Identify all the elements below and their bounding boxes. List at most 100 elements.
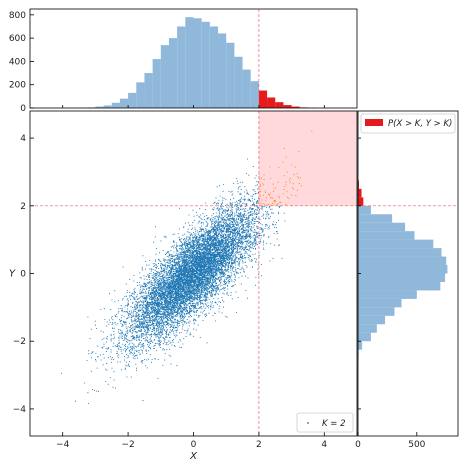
- scatter-point: [154, 339, 156, 341]
- scatter-point: [194, 227, 196, 229]
- scatter-point: [204, 316, 207, 318]
- scatter-point: [222, 225, 225, 227]
- scatter-point: [90, 357, 92, 359]
- scatter-point: [145, 308, 147, 310]
- scatter-point: [234, 271, 236, 273]
- scatter-point: [283, 212, 285, 214]
- scatter-point: [236, 261, 238, 263]
- scatter-point: [234, 275, 236, 277]
- scatter-point: [250, 227, 253, 229]
- scatter-point: [153, 274, 155, 276]
- scatter-point: [157, 301, 160, 304]
- scatter-point: [248, 220, 250, 222]
- scatter-point: [265, 213, 267, 215]
- scatter-point: [171, 344, 173, 346]
- scatter-point: [243, 271, 245, 273]
- scatter-point: [107, 357, 110, 359]
- scatter-point: [158, 267, 160, 270]
- scatter-point: [136, 282, 138, 284]
- scatter-point: [132, 354, 134, 356]
- scatter-point: [191, 298, 193, 300]
- scatter-point: [103, 357, 105, 359]
- scatter-point: [243, 191, 245, 193]
- scatter-point: [156, 309, 159, 311]
- scatter-point: [212, 262, 215, 264]
- scatter-point: [197, 247, 199, 249]
- scatter-point: [230, 246, 232, 248]
- scatter-point: [246, 235, 248, 237]
- scatter-point: [192, 251, 194, 253]
- scatter-point: [215, 215, 217, 217]
- scatter-point: [202, 304, 204, 306]
- scatter-point: [149, 305, 151, 307]
- scatter-point: [133, 296, 135, 298]
- scatter-point: [161, 309, 163, 311]
- scatter-point: [131, 311, 133, 313]
- scatter-point: [239, 272, 241, 274]
- scatter-point: [228, 282, 230, 284]
- scatter-point: [142, 400, 144, 402]
- scatter-point: [199, 291, 201, 293]
- top-histogram-bar: [275, 102, 284, 108]
- scatter-point: [181, 312, 184, 314]
- scatter-point: [227, 234, 229, 236]
- scatter-point: [144, 326, 146, 329]
- scatter-point: [237, 208, 239, 210]
- scatter-point: [214, 287, 216, 289]
- scatter-point: [141, 266, 143, 268]
- scatter-point: [172, 312, 174, 314]
- scatter-point: [106, 369, 108, 371]
- scatter-point: [192, 239, 194, 242]
- scatter-point: [188, 214, 190, 216]
- scatter-point: [124, 367, 126, 369]
- scatter-point: [195, 233, 197, 235]
- scatter-point: [197, 231, 199, 233]
- scatter-point: [232, 234, 234, 236]
- scatter-point: [124, 351, 126, 353]
- scatter-point: [184, 245, 186, 247]
- scatter-point: [247, 218, 249, 220]
- scatter-point: [164, 253, 167, 256]
- scatter-point: [108, 319, 110, 321]
- scatter-point: [241, 257, 244, 259]
- scatter-point: [122, 339, 124, 341]
- scatter-point: [167, 266, 169, 268]
- scatter-point: [202, 290, 204, 292]
- scatter-point: [221, 312, 223, 314]
- scatter-point: [237, 264, 239, 266]
- scatter-point: [232, 207, 234, 209]
- scatter-point: [278, 195, 280, 197]
- scatter-point: [231, 250, 233, 252]
- scatter-point: [163, 236, 165, 238]
- scatter-point: [247, 240, 249, 242]
- scatter-point: [207, 302, 209, 304]
- top-histogram-bar: [111, 102, 120, 108]
- scatter-point: [251, 266, 253, 268]
- scatter-point: [242, 247, 244, 249]
- scatter-point: [288, 197, 290, 199]
- scatter-point: [178, 332, 180, 334]
- scatter-point: [259, 240, 261, 242]
- scatter-point: [198, 292, 200, 294]
- scatter-point: [213, 298, 215, 300]
- scatter-point: [227, 253, 229, 255]
- scatter-point: [172, 310, 174, 312]
- scatter-point: [215, 302, 217, 304]
- scatter-point: [266, 225, 268, 227]
- scatter-point: [126, 318, 128, 320]
- top-histogram-bar: [201, 21, 210, 108]
- scatter-point: [166, 259, 168, 262]
- scatter-point: [173, 247, 175, 249]
- scatter-point: [207, 224, 209, 226]
- scatter-point: [205, 282, 207, 285]
- scatter-point: [264, 190, 266, 192]
- scatter-point: [181, 250, 183, 252]
- scatter-point: [153, 308, 155, 310]
- scatter-point: [155, 253, 157, 255]
- scatter-point: [162, 298, 164, 300]
- scatter-point: [223, 197, 225, 200]
- scatter-point: [143, 283, 145, 285]
- scatter-point: [167, 344, 169, 346]
- top-histogram-bar: [250, 81, 259, 108]
- scatter-point: [215, 221, 217, 223]
